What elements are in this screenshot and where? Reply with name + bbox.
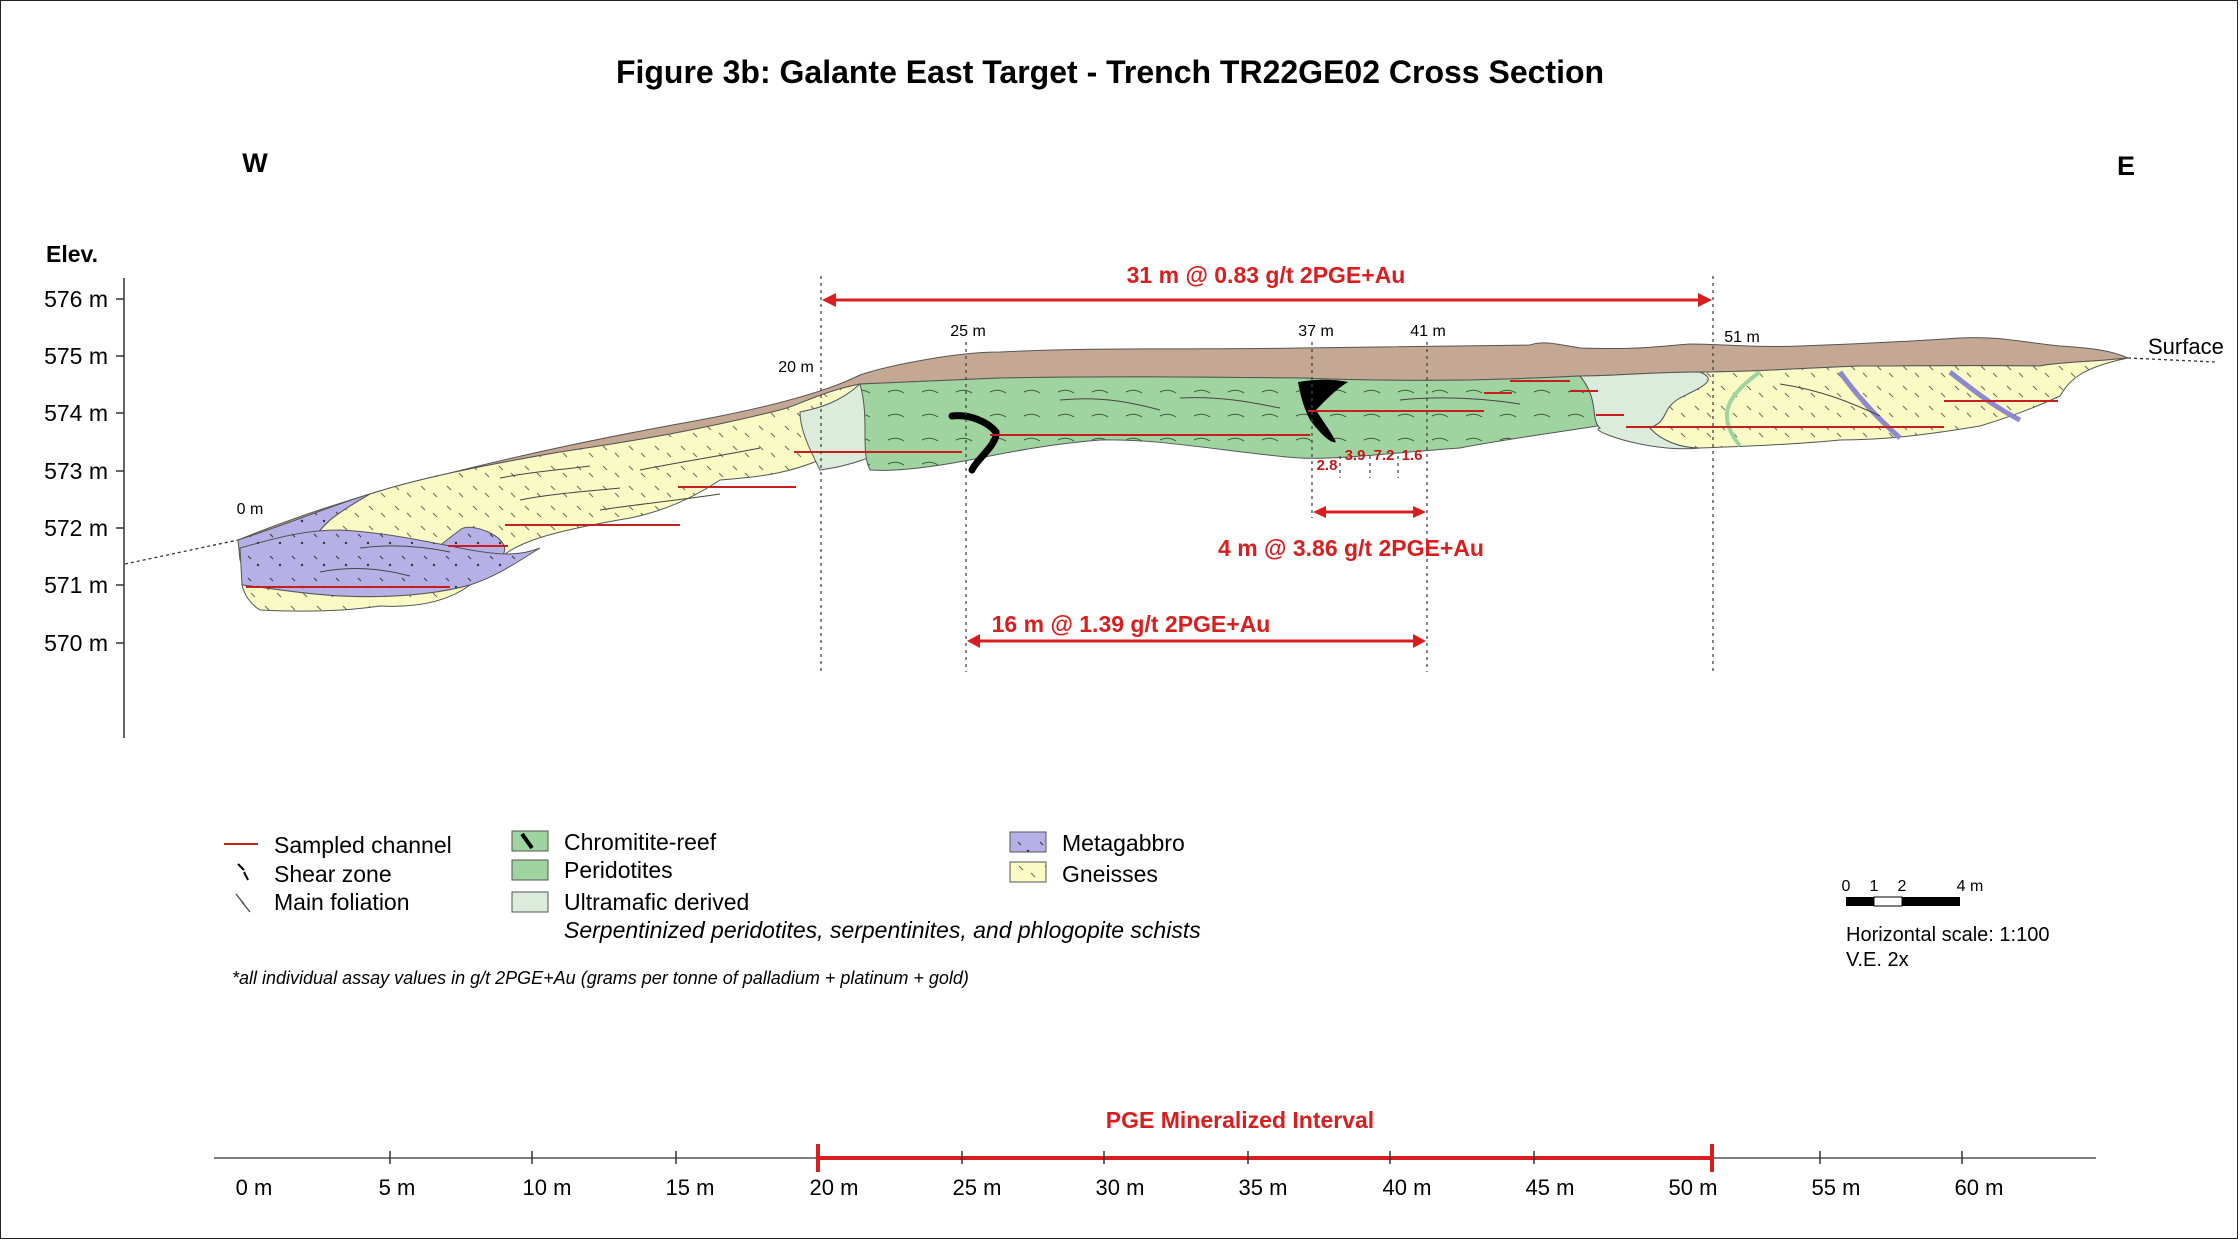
unit-peridotites bbox=[859, 375, 1629, 471]
assay-1: 2.8 bbox=[1317, 457, 1338, 474]
foliation-marks bbox=[319, 383, 1881, 577]
scale-tick-0: 0 bbox=[1842, 878, 1851, 895]
elev-tick-570: 570 m bbox=[44, 630, 108, 656]
interval-31m: 31 m @ 0.83 g/t 2PGE+Au bbox=[1127, 262, 1406, 288]
x-tick-0: 0 m bbox=[236, 1175, 273, 1200]
peridotites-swatch bbox=[511, 859, 549, 881]
surface-extension-east bbox=[2127, 357, 2216, 363]
east-label: E bbox=[2117, 151, 2135, 181]
scale-horizontal: Horizontal scale: 1:100 bbox=[1846, 924, 2049, 946]
marker-51m: 51 m bbox=[1724, 329, 1760, 346]
legend-peridotites: Peridotites bbox=[564, 857, 673, 883]
x-tick-15: 15 m bbox=[666, 1175, 715, 1200]
x-tick-35: 35 m bbox=[1239, 1175, 1288, 1200]
elev-axis-label: Elev. bbox=[46, 241, 98, 267]
marker-37m: 37 m bbox=[1298, 323, 1334, 340]
figure-title: Figure 3b: Galante East Target - Trench … bbox=[616, 54, 1604, 90]
unit-gneiss-east bbox=[1649, 357, 2129, 449]
foliation-icon bbox=[235, 893, 251, 913]
geology-section bbox=[237, 337, 2130, 612]
unit-peridotite-band-east bbox=[1725, 370, 1762, 448]
interval-16m: 16 m @ 1.39 g/t 2PGE+Au bbox=[992, 611, 1271, 637]
chromitite-swatch-mark bbox=[520, 832, 534, 850]
scale-tick-2: 2 bbox=[1898, 878, 1907, 895]
legend-chromitite: Chromitite-reef bbox=[564, 829, 717, 855]
legend: Sampled channel Shear zone Main foliatio… bbox=[224, 829, 1201, 943]
interval-guides bbox=[820, 276, 1714, 672]
elev-tick-572: 572 m bbox=[44, 515, 108, 541]
elev-tick-575: 575 m bbox=[44, 343, 108, 369]
scale-tick-1: 1 bbox=[1870, 878, 1879, 895]
legend-ultramafic-desc: Serpentinized peridotites, serpentinites… bbox=[564, 917, 1201, 943]
marker-41m: 41 m bbox=[1410, 323, 1446, 340]
assay-3: 7.2 bbox=[1374, 447, 1395, 464]
unit-gneiss-lower bbox=[241, 584, 471, 612]
unit-gabbro-band-1 bbox=[1837, 370, 1902, 440]
pge-interval-label: PGE Mineralized Interval bbox=[1106, 1107, 1374, 1133]
footnote: *all individual assay values in g/t 2PGE… bbox=[232, 968, 969, 988]
elev-ticks bbox=[116, 298, 124, 644]
chromitite-reef-1 bbox=[948, 412, 1000, 474]
elev-tick-573: 573 m bbox=[44, 458, 108, 484]
legend-main-foliation: Main foliation bbox=[274, 889, 410, 915]
legend-gneisses: Gneisses bbox=[1062, 861, 1158, 887]
gneisses-swatch bbox=[1009, 861, 1047, 883]
marker-0m: 0 m bbox=[237, 501, 264, 518]
scale-tick-4: 4 m bbox=[1957, 878, 1984, 895]
x-tick-30: 30 m bbox=[1096, 1175, 1145, 1200]
x-tick-55: 55 m bbox=[1812, 1175, 1861, 1200]
elev-tick-574: 574 m bbox=[44, 400, 108, 426]
surface-extension-west bbox=[124, 539, 239, 565]
surface-label: Surface bbox=[2148, 334, 2224, 359]
x-tick-20: 20 m bbox=[810, 1175, 859, 1200]
marker-25m: 25 m bbox=[950, 323, 986, 340]
marker-20m: 20 m bbox=[778, 359, 814, 376]
elev-tick-571: 571 m bbox=[44, 572, 108, 598]
legend-sampled-channel: Sampled channel bbox=[274, 832, 452, 858]
legend-shear-zone: Shear zone bbox=[274, 861, 392, 887]
ultramafic-swatch bbox=[511, 891, 549, 913]
elev-tick-576: 576 m bbox=[44, 286, 108, 312]
x-axis-ticks bbox=[389, 1151, 1963, 1164]
assay-2: 3.9 bbox=[1345, 447, 1366, 464]
assay-4: 1.6 bbox=[1402, 447, 1423, 464]
sampled-channels bbox=[246, 380, 2058, 588]
scale-bar: 0 1 2 4 m bbox=[1842, 878, 1984, 907]
scale-ve: V.E. 2x bbox=[1846, 949, 1909, 971]
shear-zone-icon bbox=[237, 863, 249, 881]
interval-4m: 4 m @ 3.86 g/t 2PGE+Au bbox=[1218, 535, 1484, 561]
interval-arrowheads bbox=[822, 293, 1712, 648]
legend-metagabbro: Metagabbro bbox=[1062, 830, 1185, 856]
x-tick-40: 40 m bbox=[1383, 1175, 1432, 1200]
west-label: W bbox=[242, 148, 268, 178]
metagabbro-swatch bbox=[1009, 831, 1047, 853]
interval-arrows bbox=[832, 298, 1702, 643]
chromitite-reef-2 bbox=[1298, 379, 1348, 443]
x-tick-10: 10 m bbox=[523, 1175, 572, 1200]
x-tick-25: 25 m bbox=[953, 1175, 1002, 1200]
x-tick-5: 5 m bbox=[379, 1175, 416, 1200]
x-tick-60: 60 m bbox=[1955, 1175, 2004, 1200]
legend-ultramafic: Ultramafic derived bbox=[564, 889, 749, 915]
x-tick-50: 50 m bbox=[1669, 1175, 1718, 1200]
x-tick-45: 45 m bbox=[1526, 1175, 1575, 1200]
